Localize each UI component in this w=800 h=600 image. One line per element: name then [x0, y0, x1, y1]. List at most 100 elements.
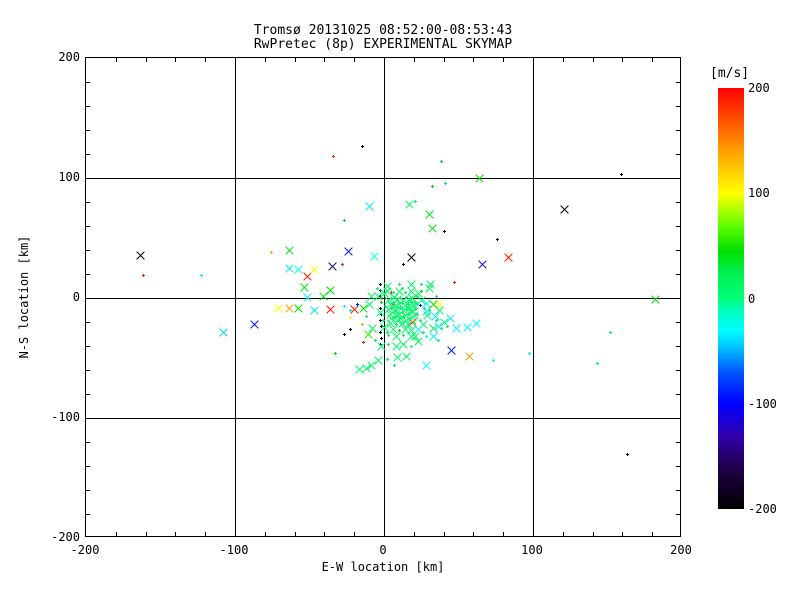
data-point: [416, 295, 419, 298]
y-tick-mark: [86, 322, 90, 323]
y-tick-mark: [86, 154, 90, 155]
data-point: [350, 305, 359, 314]
x-tick-mark: [444, 532, 445, 536]
y-tick-mark: [676, 442, 680, 443]
data-point: [384, 305, 387, 308]
data-point: [596, 362, 599, 365]
y-tick-mark: [676, 82, 680, 83]
data-point: [370, 252, 379, 261]
x-tick-mark: [563, 532, 564, 536]
x-tick-mark: [503, 58, 504, 62]
x-tick-mark: [563, 58, 564, 62]
x-tick-mark: [593, 532, 594, 536]
y-tick-mark: [86, 226, 90, 227]
y-tick-mark: [86, 274, 90, 275]
y-tick-mark: [86, 298, 95, 299]
x-tick-mark: [593, 58, 594, 62]
y-tick-mark: [676, 466, 680, 467]
data-point: [465, 352, 474, 361]
data-point: [365, 202, 374, 211]
y-tick-mark: [676, 514, 680, 515]
data-point: [362, 341, 365, 344]
gridline-vertical: [533, 58, 534, 536]
data-point: [444, 182, 447, 185]
y-tick-mark: [86, 418, 95, 419]
x-tick-mark: [235, 58, 236, 67]
data-point: [428, 224, 437, 233]
data-point: [219, 328, 228, 337]
x-tick-mark: [533, 58, 534, 67]
data-point: [405, 200, 414, 209]
y-tick-mark: [676, 130, 680, 131]
data-point: [428, 309, 431, 312]
data-point: [332, 155, 335, 158]
data-point: [343, 219, 346, 222]
data-point: [393, 364, 396, 367]
data-point: [620, 173, 623, 176]
data-point: [410, 345, 413, 348]
y-tick-mark: [676, 226, 680, 227]
data-point: [380, 337, 383, 340]
data-point: [393, 353, 402, 362]
data-point: [343, 305, 346, 308]
y-tick-mark: [86, 442, 90, 443]
x-tick-mark: [533, 527, 534, 536]
x-tick-label: -100: [219, 543, 249, 557]
y-tick-mark: [86, 82, 90, 83]
x-tick-mark: [652, 532, 653, 536]
data-point: [300, 283, 309, 292]
y-tick-label: -200: [51, 530, 80, 544]
y-tick-mark: [676, 274, 680, 275]
x-tick-mark: [324, 58, 325, 62]
x-tick-mark: [622, 58, 623, 62]
x-tick-mark: [503, 532, 504, 536]
y-tick-mark: [86, 346, 90, 347]
x-tick-mark: [116, 532, 117, 536]
gridline-vertical: [235, 58, 236, 536]
data-point: [651, 295, 660, 304]
y-tick-mark: [671, 178, 680, 179]
data-point: [310, 265, 319, 274]
x-tick-mark: [473, 532, 474, 536]
x-tick-mark: [444, 58, 445, 62]
x-tick-mark: [146, 532, 147, 536]
colorbar-tick-label: 0: [748, 291, 756, 306]
data-point: [560, 205, 569, 214]
x-tick-label: 100: [521, 543, 543, 557]
data-point: [414, 337, 423, 346]
data-point: [349, 328, 352, 331]
y-tick-label: 100: [58, 170, 80, 184]
data-point: [274, 304, 283, 313]
data-point: [431, 185, 434, 188]
data-point: [528, 352, 531, 355]
data-point: [626, 453, 629, 456]
gridline-horizontal: [86, 178, 680, 179]
y-tick-mark: [671, 298, 680, 299]
colorbar-tick-label: 100: [748, 186, 770, 201]
data-point: [364, 330, 373, 339]
y-tick-mark: [86, 250, 90, 251]
data-point: [326, 286, 335, 295]
x-tick-mark: [265, 532, 266, 536]
plot-title-line1: Tromsø 20131025 08:52:00-08:53:43: [253, 23, 513, 38]
data-point: [435, 295, 438, 298]
x-tick-mark: [473, 58, 474, 62]
data-point: [349, 316, 352, 319]
x-axis-title: E-W location [km]: [321, 560, 445, 574]
y-tick-mark: [676, 394, 680, 395]
data-point: [447, 346, 456, 355]
plot-title-line2: RwPretec (8p) EXPERIMENTAL SKYMAP: [253, 37, 513, 52]
data-point: [407, 280, 416, 289]
data-point: [407, 253, 416, 262]
data-point: [422, 331, 425, 334]
data-point: [398, 283, 401, 286]
data-point: [367, 292, 376, 301]
data-point: [392, 291, 395, 294]
y-tick-mark: [86, 370, 90, 371]
data-point: [443, 230, 446, 233]
y-tick-mark: [676, 250, 680, 251]
data-point: [356, 303, 359, 306]
data-point: [386, 358, 389, 361]
x-tick-mark: [295, 532, 296, 536]
data-point: [376, 308, 385, 317]
